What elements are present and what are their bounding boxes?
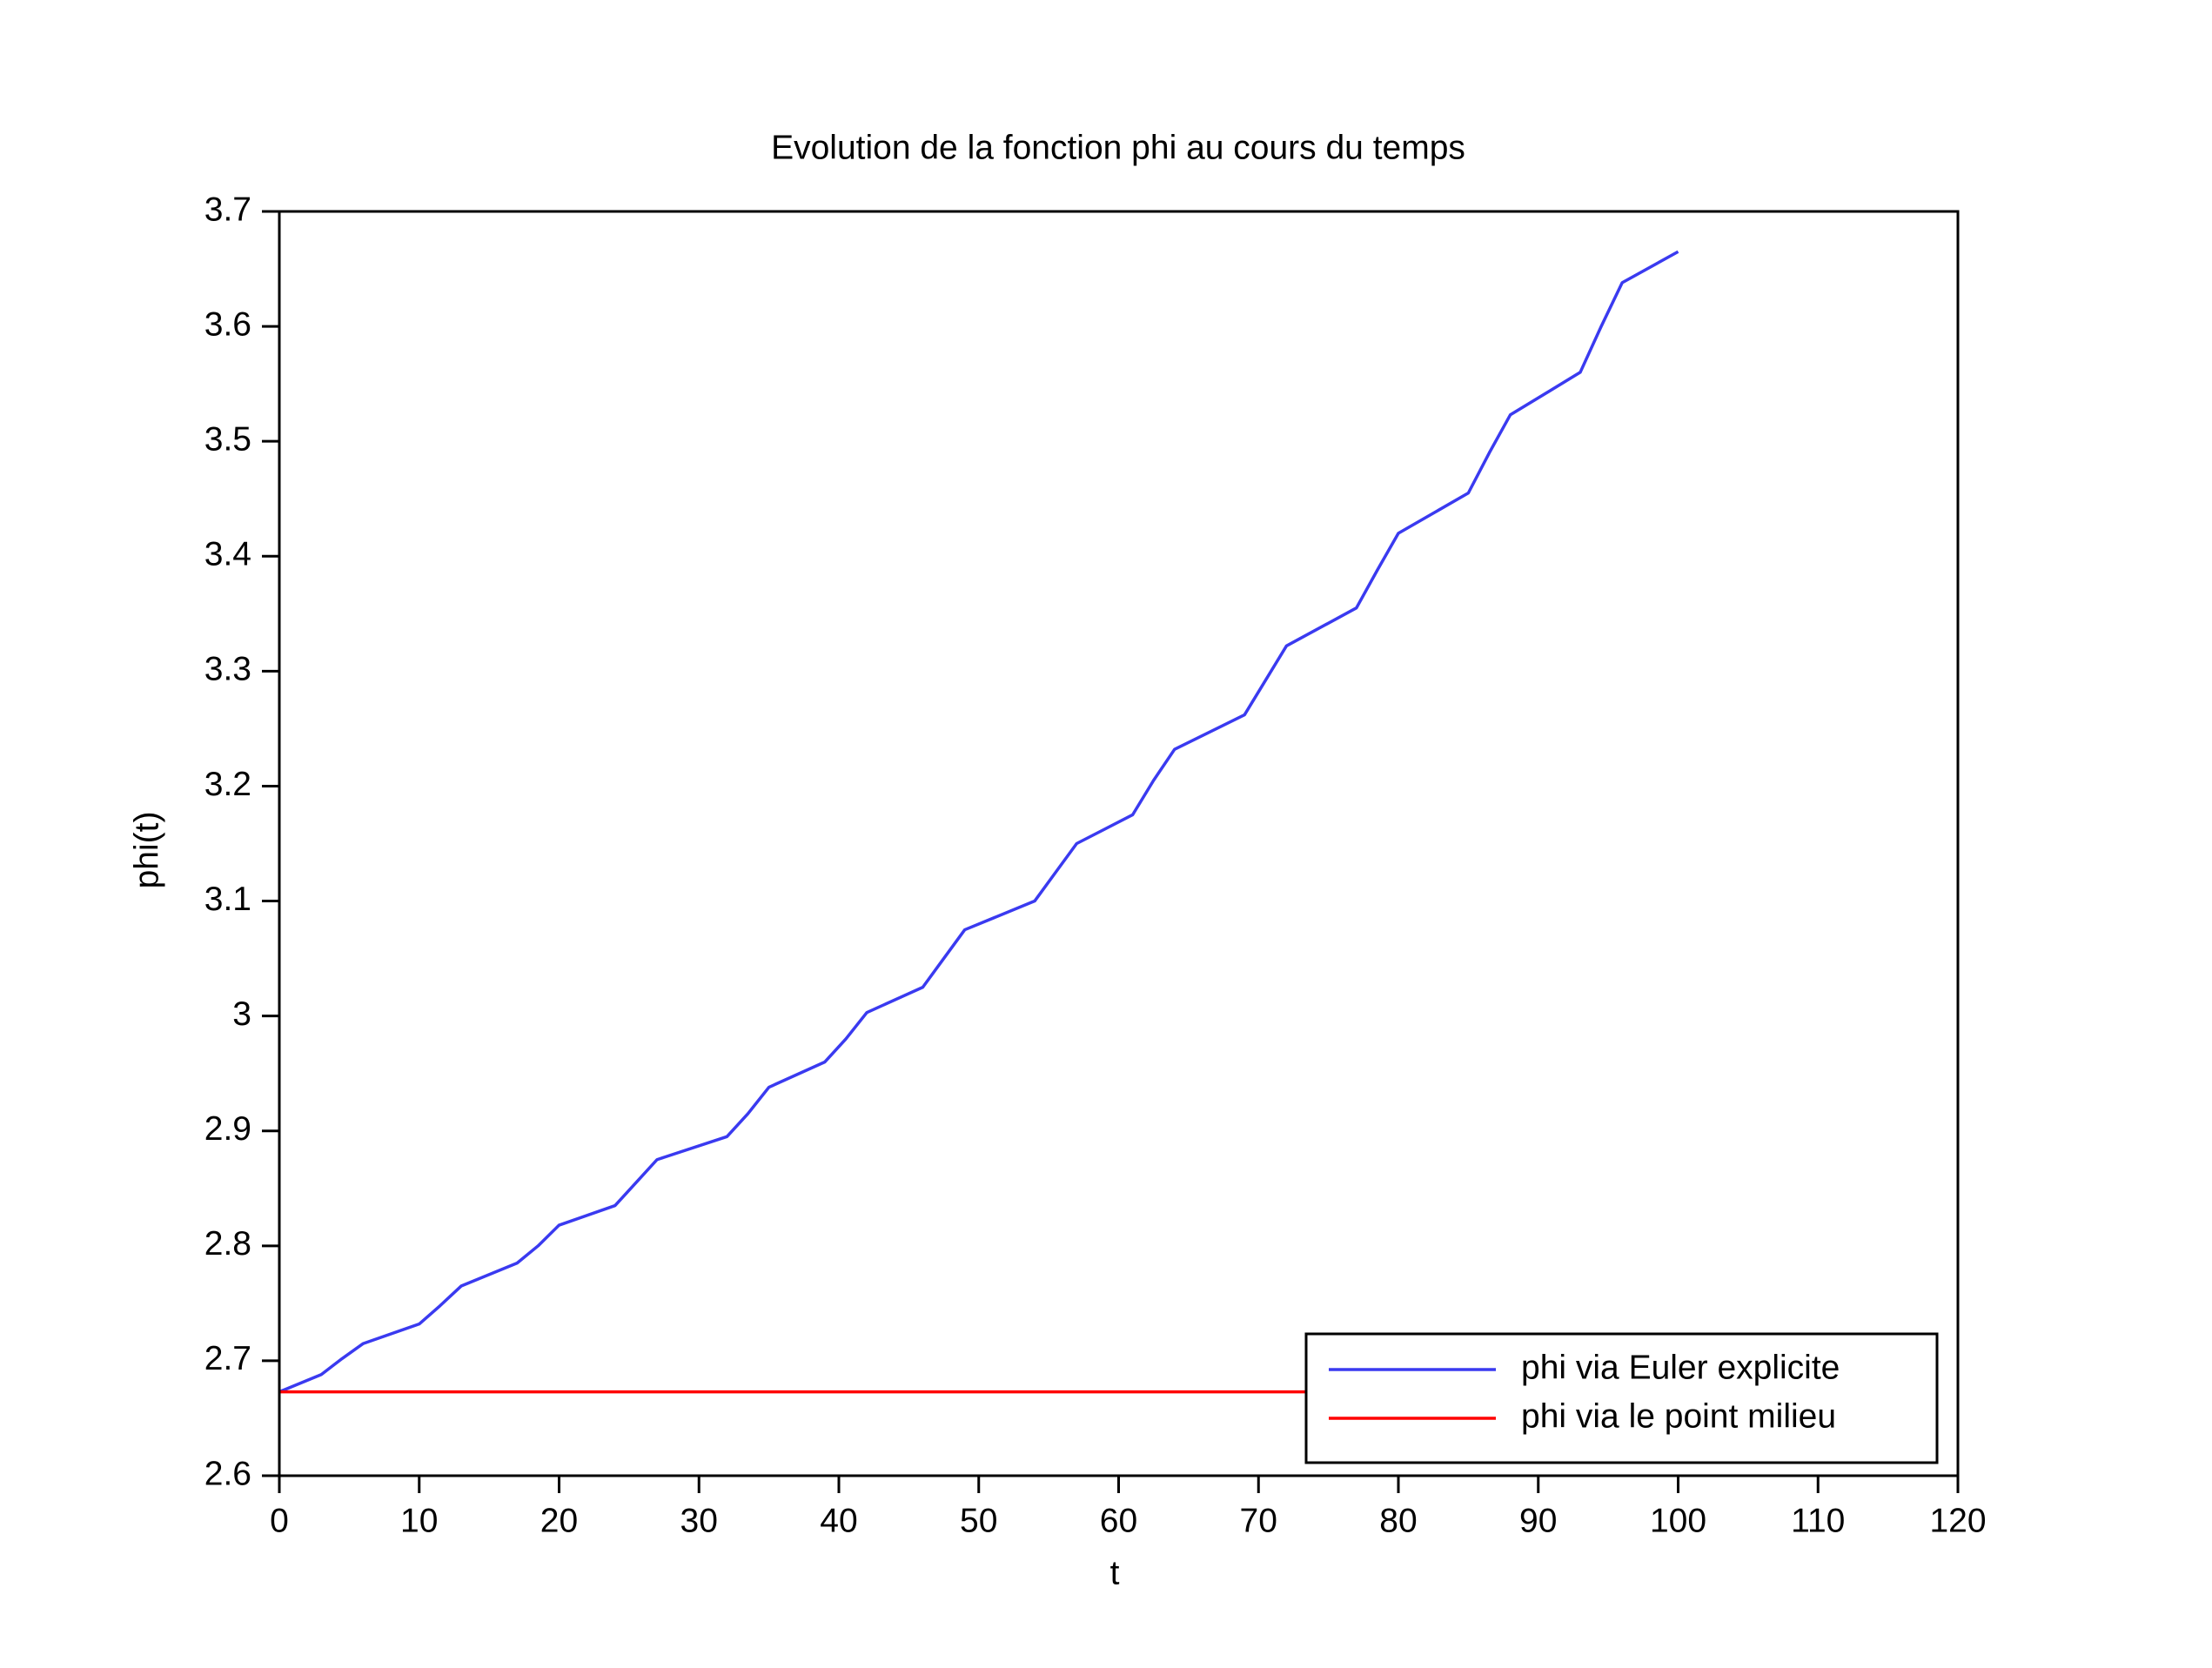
y-tick-label: 3.2 bbox=[204, 766, 251, 803]
x-tick-label: 20 bbox=[540, 1502, 578, 1539]
y-tick-label: 2.6 bbox=[204, 1455, 251, 1492]
y-axis-label: phi(t) bbox=[128, 812, 165, 889]
legend-box bbox=[1304, 1332, 1939, 1464]
x-tick-label: 60 bbox=[1100, 1502, 1137, 1539]
x-tick-label: 80 bbox=[1379, 1502, 1417, 1539]
x-tick-label: 90 bbox=[1519, 1502, 1557, 1539]
y-tick-label: 2.7 bbox=[204, 1340, 251, 1377]
y-tick-label: 2.8 bbox=[204, 1225, 251, 1263]
x-tick-label: 100 bbox=[1650, 1502, 1706, 1539]
x-tick-label: 120 bbox=[1929, 1502, 1986, 1539]
x-tick-label: 70 bbox=[1240, 1502, 1277, 1539]
plot-frame bbox=[278, 210, 1960, 1477]
x-tick-label: 30 bbox=[680, 1502, 718, 1539]
legend-label: phi via le point milieu bbox=[1521, 1397, 1836, 1435]
y-tick-label: 3.6 bbox=[204, 305, 251, 343]
y-tick-label: 2.9 bbox=[204, 1110, 251, 1148]
y-tick-label: 3.1 bbox=[204, 881, 251, 918]
x-tick-label: 40 bbox=[820, 1502, 857, 1539]
chart-title: Evolution de la fonction phi au cours du… bbox=[771, 129, 1465, 166]
x-axis-label: t bbox=[1110, 1554, 1120, 1591]
y-tick-label: 3 bbox=[232, 995, 251, 1033]
series-line bbox=[278, 250, 1679, 1394]
y-tick-label: 3.3 bbox=[204, 651, 251, 688]
x-tick-label: 10 bbox=[400, 1502, 438, 1539]
y-tick-label: 3.4 bbox=[204, 536, 251, 573]
y-tick-label: 3.5 bbox=[204, 420, 251, 458]
x-tick-label: 110 bbox=[1791, 1502, 1845, 1539]
x-tick-label: 50 bbox=[960, 1502, 997, 1539]
y-tick-label: 3.7 bbox=[204, 191, 251, 228]
x-tick-label: 0 bbox=[270, 1502, 289, 1539]
legend-label: phi via Euler explicite bbox=[1521, 1349, 1840, 1386]
